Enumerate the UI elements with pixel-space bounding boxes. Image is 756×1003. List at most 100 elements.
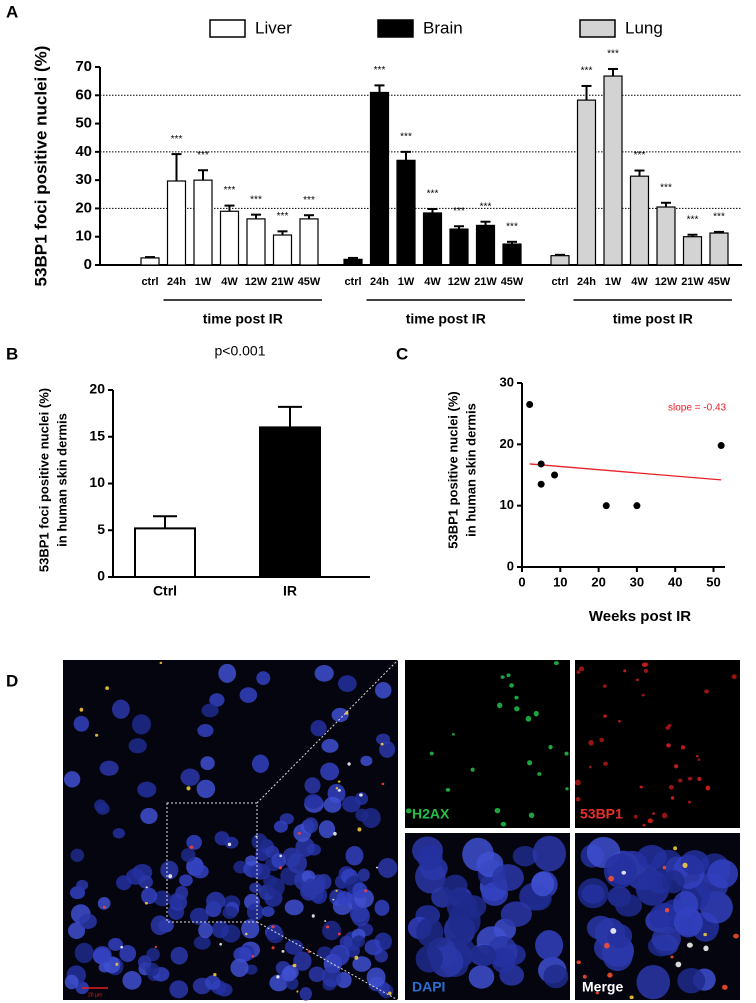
x-tick-label: 21W <box>271 276 294 288</box>
y-tick-label: 30 <box>75 171 92 188</box>
x-tick-label: 24h <box>167 276 186 288</box>
cell <box>266 926 284 944</box>
cell <box>388 991 392 996</box>
cell <box>189 845 194 849</box>
zoom-line <box>256 659 399 804</box>
cell <box>230 958 249 978</box>
cell <box>722 984 728 990</box>
bar <box>134 527 196 579</box>
legend-swatch <box>377 19 414 38</box>
bar <box>299 218 319 266</box>
cell <box>642 662 647 668</box>
cell <box>141 887 158 905</box>
cell <box>662 865 667 870</box>
cell <box>251 954 255 958</box>
cell <box>602 684 607 688</box>
cell <box>250 863 271 880</box>
cell <box>322 920 342 941</box>
x-tick-label: 12W <box>655 276 678 288</box>
cell <box>642 823 646 827</box>
significance: *** <box>480 201 492 212</box>
cell <box>197 723 214 738</box>
cell <box>311 914 315 918</box>
cell <box>144 901 148 905</box>
y-axis-label: in human skin dermis <box>463 403 478 537</box>
cell <box>576 960 581 965</box>
cell <box>733 933 739 939</box>
cell <box>360 755 373 767</box>
cell <box>186 834 202 850</box>
cell <box>509 683 514 688</box>
cell <box>649 903 679 931</box>
cell <box>338 675 357 692</box>
significance: *** <box>374 65 386 76</box>
x-tick-label: 12W <box>245 276 268 288</box>
cell <box>304 777 321 794</box>
cell <box>74 942 94 964</box>
cell <box>279 854 283 858</box>
micrograph <box>405 660 570 828</box>
cell <box>150 915 169 936</box>
y-tick-label: 0 <box>97 568 105 584</box>
cell <box>697 777 702 781</box>
cell <box>636 678 639 682</box>
point <box>633 502 641 510</box>
y-axis-label: 53BP1 positive nuclei (%) <box>445 391 460 549</box>
cell <box>533 710 539 717</box>
x-tick-label: 20 <box>591 574 605 589</box>
cell <box>68 922 86 940</box>
point <box>551 471 559 479</box>
cell <box>500 901 532 927</box>
cell <box>137 955 152 970</box>
bar <box>246 218 266 266</box>
cell <box>603 761 608 766</box>
cell <box>128 738 147 754</box>
cell <box>494 807 501 814</box>
cell <box>603 714 607 718</box>
significance: *** <box>224 185 236 196</box>
cell <box>342 796 361 813</box>
bar <box>656 206 676 266</box>
cell <box>578 666 585 672</box>
cell <box>666 743 671 748</box>
bar <box>369 91 390 266</box>
cell <box>375 866 379 869</box>
cell <box>506 673 511 678</box>
cell <box>140 807 158 824</box>
cell <box>357 827 362 832</box>
cell <box>170 946 188 965</box>
x-tick-label: 4W <box>221 276 238 288</box>
cell <box>376 733 391 746</box>
bar <box>682 236 703 266</box>
cell <box>497 702 503 709</box>
significance: *** <box>250 194 262 205</box>
significance: *** <box>713 212 725 223</box>
cell <box>636 964 671 1000</box>
cell <box>445 787 451 792</box>
cell <box>73 715 90 732</box>
cell <box>731 674 737 680</box>
cell <box>97 897 111 910</box>
cell <box>347 762 351 766</box>
cell <box>284 939 304 955</box>
bar <box>502 243 522 266</box>
cell <box>325 925 330 929</box>
cell <box>618 720 621 723</box>
cell <box>610 927 617 934</box>
cell <box>64 974 79 990</box>
cell <box>159 661 163 665</box>
point <box>602 502 610 510</box>
cell <box>251 754 269 773</box>
cell <box>608 875 615 882</box>
cell <box>96 802 110 815</box>
cell <box>239 687 258 703</box>
cell <box>206 891 226 911</box>
cell <box>707 859 739 889</box>
x-tick-label: 45W <box>708 276 731 288</box>
cell <box>297 832 301 835</box>
significance: *** <box>453 206 465 217</box>
cell <box>355 808 369 822</box>
x-tick-label: 1W <box>605 276 622 288</box>
cell <box>528 812 535 818</box>
cell <box>330 944 350 966</box>
